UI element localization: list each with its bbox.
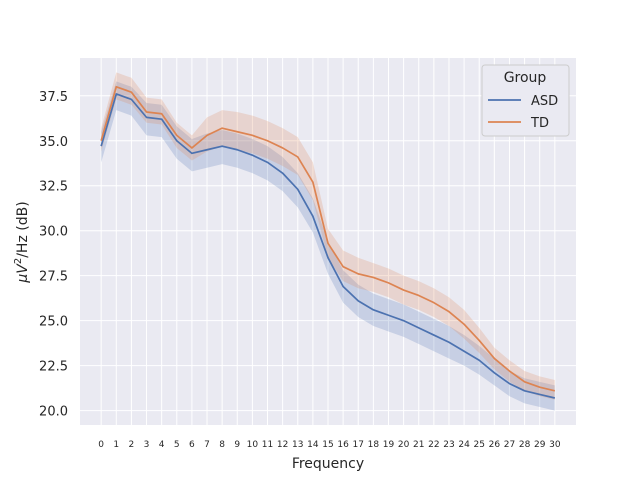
x-tick-label: 30 (549, 440, 561, 450)
band-td (101, 72, 555, 400)
x-tick-label: 8 (219, 440, 225, 450)
y-tick-label: 35.0 (39, 135, 68, 150)
y-tick-label: 37.5 (39, 90, 68, 105)
x-tick-label: 11 (262, 440, 273, 450)
x-tick-label: 7 (204, 440, 210, 450)
x-tick-label: 0 (98, 440, 104, 450)
y-axis-label-exponent: 2 (13, 258, 24, 264)
x-tick-label: 10 (247, 440, 259, 450)
x-tick-label: 23 (443, 440, 454, 450)
y-tick-label: 27.5 (39, 270, 68, 285)
x-tick-label: 24 (458, 440, 470, 450)
x-tick-label: 17 (353, 440, 364, 450)
x-tick-label: 20 (398, 440, 410, 450)
x-tick-label: 4 (159, 440, 165, 450)
y-tick-label: 30.0 (39, 225, 68, 240)
band-asd (101, 81, 555, 411)
x-tick-label: 19 (383, 440, 395, 450)
series-lines (100, 85, 556, 399)
legend-title: Group (504, 70, 547, 86)
x-tick-label: 3 (144, 440, 150, 450)
x-tick-label: 16 (337, 440, 349, 450)
x-tick-label: 6 (189, 440, 195, 450)
x-tick-label: 18 (368, 440, 380, 450)
x-tick-label: 15 (322, 440, 333, 450)
x-tick-label: 27 (504, 440, 515, 450)
x-tick-label: 29 (534, 440, 546, 450)
x-tick-labels: 0 1 2 3 4 5 6 7 8 9 10 11 12 13 14 15 16 17 18 19 20 21 22 23 24… (98, 440, 561, 450)
x-tick-label: 26 (489, 440, 501, 450)
x-tick-label: 25 (473, 440, 484, 450)
x-tick-label: 9 (234, 440, 240, 450)
series-line-asd (100, 93, 556, 399)
x-tick-label: 5 (174, 440, 180, 450)
grid-lines (80, 58, 576, 425)
y-axis-label-suffix: /Hz (dB) (15, 201, 31, 257)
x-tick-label: 14 (307, 440, 319, 450)
x-tick-label: 1 (113, 440, 119, 450)
x-tick-label: 2 (129, 440, 135, 450)
x-tick-label: 12 (277, 440, 288, 450)
y-tick-label: 25.0 (39, 315, 68, 330)
x-tick-label: 13 (292, 440, 303, 450)
y-axis-label: μV2/Hz (dB) (13, 201, 31, 283)
legend-label-asd: ASD (531, 94, 558, 109)
y-tick-label: 22.5 (39, 360, 68, 375)
x-tick-label: 22 (428, 440, 439, 450)
y-tick-label: 20.0 (39, 405, 68, 420)
series-line-td (100, 85, 556, 392)
y-tick-label: 32.5 (39, 180, 68, 195)
x-tick-label: 28 (519, 440, 531, 450)
legend-frame (481, 64, 570, 137)
legend: Group ASD TD (481, 64, 570, 137)
y-tick-labels: 20.0 22.5 25.0 27.5 30.0 32.5 35.0 37.5 (39, 90, 68, 420)
y-axis-label-prefix: μV (15, 263, 31, 284)
x-axis-label: Frequency (292, 456, 364, 472)
x-tick-label: 21 (413, 440, 424, 450)
legend-label-td: TD (530, 116, 549, 131)
confidence-bands (101, 72, 555, 411)
